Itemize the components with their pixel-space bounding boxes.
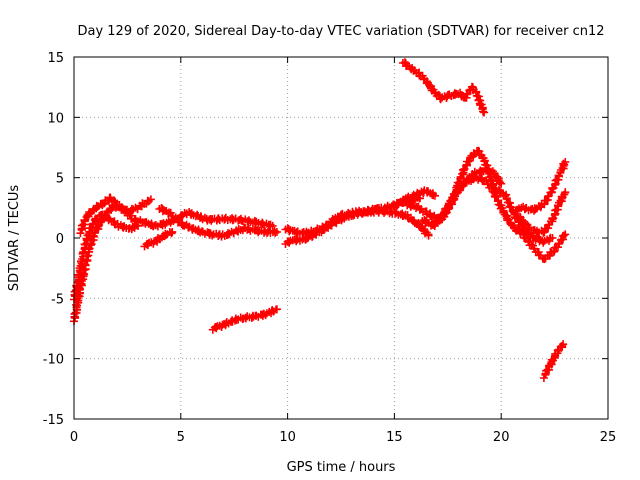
x-tick-label: 25 — [600, 430, 617, 445]
y-tick-label: -15 — [43, 413, 64, 428]
x-axis-label: GPS time / hours — [287, 460, 396, 475]
y-tick-label: -10 — [43, 353, 64, 368]
series-markers — [428, 172, 570, 264]
chart-title: Day 129 of 2020, Sidereal Day-to-day VTE… — [77, 24, 604, 39]
series-arc-7 — [208, 305, 281, 334]
series-arc-5 — [140, 227, 177, 251]
x-tick-label: 20 — [493, 430, 510, 445]
series-markers — [108, 200, 277, 231]
y-tick-label: -5 — [51, 292, 64, 307]
series-arc-10 — [390, 186, 439, 212]
series-markers — [155, 204, 281, 241]
y-tick-labels: -15 -10 -5 0 5 10 15 — [43, 51, 64, 428]
series-arc-4 — [108, 200, 277, 231]
y-tick-label: 10 — [47, 111, 64, 126]
series-markers — [281, 206, 433, 248]
data-points — [70, 58, 570, 382]
series-arc-17 — [514, 188, 570, 237]
y-tick-label: 0 — [56, 232, 64, 247]
series-markers — [208, 305, 281, 334]
series-markers — [140, 227, 177, 251]
series-arc-18 — [539, 340, 568, 382]
series-markers — [390, 186, 439, 212]
y-tick-label: 15 — [47, 51, 64, 66]
plot-frame — [73, 56, 609, 420]
series-markers — [539, 340, 568, 382]
series-arc-3 — [76, 193, 155, 238]
x-tick-label: 0 — [70, 430, 78, 445]
x-tick-labels: 0 5 10 15 20 25 — [70, 430, 616, 445]
series-markers — [403, 146, 501, 224]
series-markers — [76, 193, 155, 238]
y-axis-label: SDTVAR / TECUs — [7, 185, 22, 292]
series-markers — [514, 188, 570, 237]
series-arc-11 — [398, 58, 489, 117]
x-tick-label: 5 — [177, 430, 185, 445]
series-arc-14 — [428, 172, 570, 264]
series-arc-9 — [281, 206, 433, 248]
series-arc-6 — [155, 204, 281, 241]
x-tick-label: 10 — [279, 430, 296, 445]
x-tick-label: 15 — [386, 430, 403, 445]
series-arc-12 — [403, 146, 501, 224]
series-markers — [510, 157, 570, 217]
series-markers — [398, 58, 489, 117]
series-arc-16 — [510, 157, 570, 217]
y-tick-label: 5 — [56, 172, 64, 187]
